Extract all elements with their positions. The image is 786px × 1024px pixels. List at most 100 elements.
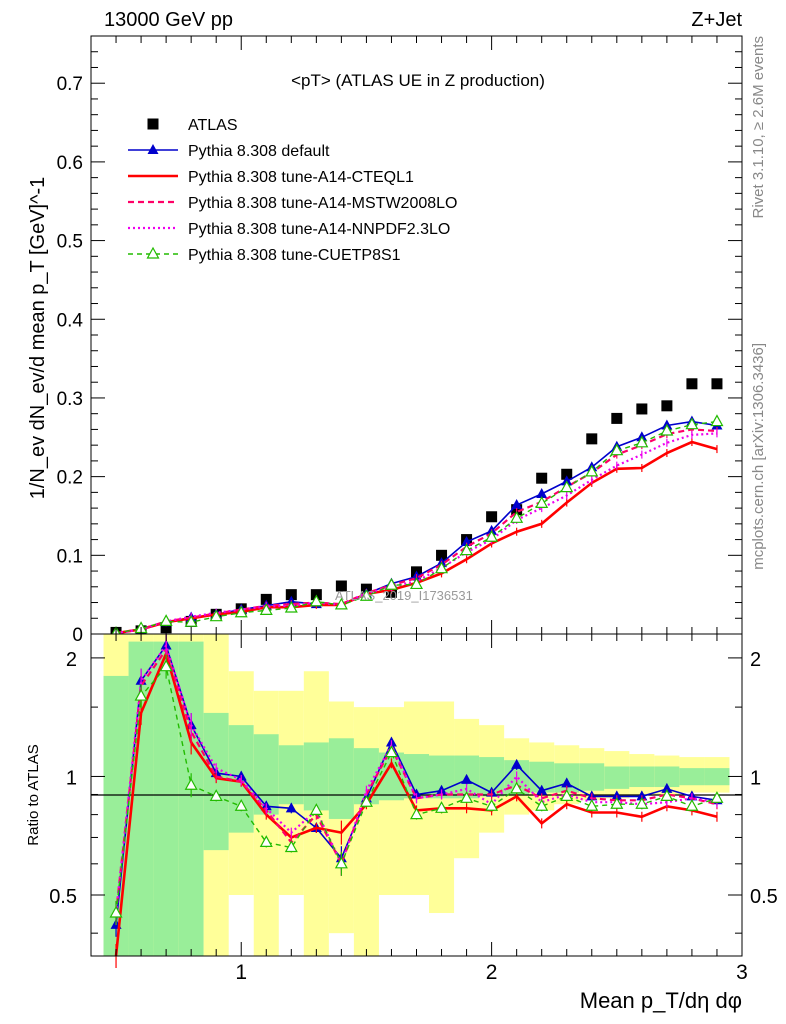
main-ytick-label-0.2: 0.2	[57, 468, 83, 489]
atlas-point-19	[586, 433, 598, 445]
cuetp8s1-ratio-point-8	[309, 803, 323, 815]
ratio-ytick-label-2: 2	[66, 649, 77, 671]
x-axis-label: Mean p_T/dη dφ	[580, 988, 742, 1013]
main-ytick-label-0.3: 0.3	[57, 389, 83, 410]
cuetp8s1-ratio-point-22	[660, 789, 674, 801]
cuetp8s1-main-point-5	[234, 605, 248, 618]
cuetp8s1-main-point-19	[585, 464, 599, 477]
legend-atlas-marker	[147, 118, 159, 130]
cuetp8s1-ratio-point-3	[184, 777, 198, 790]
atlas-point-23	[686, 378, 698, 390]
main-ytick-label-0.6: 0.6	[57, 153, 83, 174]
default-ratio-point-18	[561, 777, 573, 788]
x-tick-label-3: 3	[736, 961, 748, 984]
cuetp8s1-main-point-20	[610, 443, 624, 456]
cteql1-main-line	[115, 440, 718, 635]
cuetp8s1-main-point-6	[259, 603, 273, 615]
main-ytick-label-0.7: 0.7	[57, 74, 83, 95]
cuetp8s1-ratio-point-20	[610, 797, 624, 809]
nnpdf-main-line	[115, 432, 718, 635]
cuetp8s1-ratio-point-0	[109, 905, 123, 918]
main-ytick-label-0.1: 0.1	[57, 546, 83, 567]
ratio-band-inner-23	[679, 768, 705, 786]
cuetp8s1-main-point-9	[334, 597, 348, 610]
default-ratio-point-17	[536, 784, 548, 795]
cuetp8s1-main-point-16	[510, 511, 524, 523]
legend-cuetp8s1-label: Pythia 8.308 tune-CUETP8S1	[188, 247, 401, 264]
atlas-point-18	[561, 468, 573, 480]
cuetp8s1-main-point-4	[209, 609, 223, 622]
cuetp8s1-ratio-point-16	[510, 781, 524, 794]
ratio-ytick-label-right-2: 2	[750, 649, 761, 671]
cuetp8s1-ratio-point-11	[384, 745, 398, 758]
x-tick-label-1: 1	[235, 961, 247, 984]
cuetp8s1-ratio-point-23	[685, 799, 699, 811]
legend: ATLAS Pythia 8.308 default Pythia 8.308 tu…	[128, 117, 457, 264]
ratio-ytick-label-right-1: 1	[750, 767, 761, 789]
cuetp8s1-ratio-point-13	[435, 801, 449, 813]
cuetp8s1-main-point-10	[359, 588, 373, 601]
default-ratio-point-22	[661, 782, 673, 793]
cuetp8s1-ratio-point-10	[359, 795, 373, 807]
cuetp8s1-ratio-point-14	[460, 791, 474, 803]
main-ytick-label-0: 0	[72, 625, 83, 646]
legend-default-label: Pythia 8.308 default	[188, 143, 330, 160]
cuetp8s1-main-point-7	[284, 600, 298, 613]
cuetp8s1-main-point-17	[535, 496, 549, 508]
legend-mstw-label: Pythia 8.308 tune-A14-MSTW2008LO	[188, 195, 457, 212]
cuetp8s1-ratio-point-18	[560, 789, 574, 801]
ratio-band-inner-2	[153, 641, 179, 956]
cuetp8s1-ratio-point-4	[209, 789, 223, 801]
cuetp8s1-main-point-23	[685, 417, 699, 430]
cuetp8s1-ratio-point-7	[284, 840, 298, 853]
ratio-ytick-label-0.5: 0.5	[49, 886, 77, 908]
cuetp8s1-ratio-point-17	[535, 799, 549, 811]
cuetp8s1-main-point-8	[309, 594, 323, 607]
cuetp8s1-main-point-2	[159, 614, 173, 627]
ratio-band-inner-24	[704, 768, 730, 786]
ratio-band-inner-8	[303, 742, 329, 811]
atlas-point-21	[636, 403, 648, 415]
atlas-point-15	[486, 511, 498, 523]
ratio-band-outer-10	[353, 707, 379, 956]
cuetp8s1-main-point-12	[409, 577, 424, 590]
analysis-watermark: ATLAS_2019_I1736531	[335, 588, 473, 603]
cuetp8s1-main-point-3	[184, 614, 198, 627]
default-main-point-16	[511, 498, 523, 509]
cuetp8s1-ratio-point-15	[485, 799, 499, 811]
ratio-panel-series	[109, 633, 724, 968]
main-chart-title: <pT> (ATLAS UE in Z production)	[291, 71, 545, 90]
legend-cuetp8s1-marker	[146, 246, 160, 259]
ratio-band-inner-22	[654, 766, 680, 788]
default-main-point-18	[561, 475, 573, 486]
cuetp8s1-ratio-point-9	[334, 856, 348, 869]
main-panel-axes: 0 0.1 0.2 0.3 0.4 0.5 0.6 0.7	[57, 36, 742, 646]
cuetp8s1-main-point-18	[560, 480, 574, 493]
default-ratio-point-14	[461, 773, 473, 784]
ratio-ytick-label-1: 1	[66, 767, 77, 789]
header-energy-label: 13000 GeV pp	[104, 9, 233, 31]
cuetp8s1-ratio-point-5	[234, 799, 248, 811]
ratio-y-axis-label: Ratio to ATLAS	[25, 744, 42, 845]
default-ratio-point-7	[285, 802, 297, 813]
cuetp8s1-main-point-21	[635, 435, 649, 448]
legend-atlas-label: ATLAS	[188, 117, 238, 134]
ratio-band-inner-19	[579, 763, 605, 791]
ratio-band-inner-9	[328, 738, 354, 819]
legend-default-marker	[147, 144, 159, 154]
ratio-band-inner-21	[629, 766, 655, 788]
rivet-version-label: Rivet 3.1.10, ≥ 2.6M events	[750, 36, 767, 219]
cuetp8s1-ratio-point-19	[585, 799, 599, 811]
cuetp8s1-ratio-point-6	[259, 835, 273, 848]
legend-nnpdf-label: Pythia 8.308 tune-A14-NNPDF2.3LO	[188, 221, 450, 238]
main-y-axis-label: 1/N_ev dN_ev/d mean p_T [GeV]^-1	[27, 177, 49, 500]
cuetp8s1-ratio-point-1	[134, 688, 148, 701]
ratio-band-inner-20	[604, 766, 630, 789]
cuetp8s1-main-point-15	[485, 529, 499, 542]
default-main-point-17	[536, 487, 548, 498]
cuetp8s1-main-point-11	[384, 577, 398, 590]
ratio-panel-axes: 0.5 0.5 1 1 2 2 1 2 3	[49, 634, 778, 984]
cuetp8s1-ratio-point-24	[710, 791, 724, 803]
atlas-point-7	[285, 589, 297, 601]
